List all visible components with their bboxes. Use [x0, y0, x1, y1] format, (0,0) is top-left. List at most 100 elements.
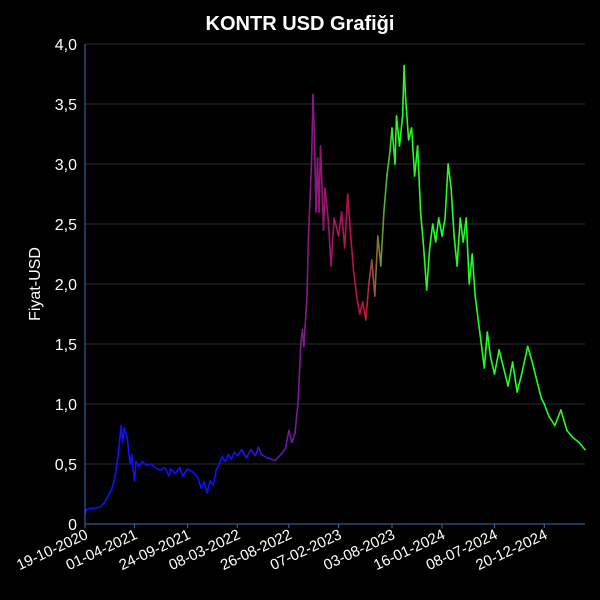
price-line-segment — [349, 235, 355, 273]
price-line-segment — [358, 301, 364, 315]
price-line-segment — [303, 295, 308, 348]
price-line-segment — [93, 506, 101, 510]
price-line-segment — [306, 235, 310, 297]
price-line-segment — [135, 460, 140, 468]
price-line-segment — [103, 493, 110, 504]
price-line-segment — [386, 151, 391, 177]
y-axis-ticks: 0 0,5 1,0 1,5 2,0 2,5 3,0 3,5 4,0 — [55, 37, 77, 534]
y-tick-label: 1,5 — [55, 337, 77, 354]
price-line-segment — [516, 373, 523, 393]
price-line-segment — [141, 460, 148, 467]
price-line-segment — [428, 223, 434, 249]
price-line-segment — [159, 466, 166, 471]
price-line-segment — [404, 97, 410, 141]
price-line-segment — [181, 467, 189, 477]
price-line-segment — [150, 463, 157, 469]
price-line-segment — [324, 187, 329, 219]
y-tick-label: 0,5 — [55, 457, 77, 474]
price-line-segment — [330, 217, 335, 267]
price-line-segment — [236, 448, 243, 457]
price-line-segment — [298, 343, 302, 375]
price-line-segment — [437, 217, 443, 237]
price-line-segment — [355, 295, 361, 315]
price-line-segment — [431, 223, 437, 243]
price-line-segment — [138, 460, 143, 468]
price-line-segment — [352, 271, 358, 297]
price-line-segment — [493, 349, 500, 375]
chart-title: KONTR USD Grafiği — [206, 13, 395, 35]
price-line-segment — [486, 331, 492, 357]
price-line-segment — [502, 367, 509, 387]
price-line-segment — [483, 331, 489, 369]
price-line-segment — [447, 163, 452, 189]
price-line-segment — [531, 361, 538, 381]
price-line-segment — [257, 446, 263, 456]
price-line-segment — [511, 361, 518, 393]
price-line-segment — [434, 217, 440, 243]
price-line-segment — [117, 439, 121, 456]
x-axis-ticks: 19-10-202001-04-202124-09-202108-03-2022… — [14, 524, 550, 574]
price-line-segment — [192, 471, 199, 480]
price-line-segment — [174, 466, 181, 475]
price-line-segment — [99, 501, 106, 509]
price-line-segment — [459, 217, 465, 243]
price-line-segment — [327, 217, 332, 267]
price-line-segment — [337, 211, 343, 237]
price-line-segment — [111, 475, 116, 489]
price-line-segment — [322, 187, 326, 231]
price-line-segment — [288, 429, 293, 444]
price-line-segment — [566, 429, 574, 439]
price-line-segment — [333, 217, 340, 237]
price-line-segment — [274, 453, 282, 462]
y-tick-label: 2,5 — [55, 217, 77, 234]
price-line-segment — [121, 427, 125, 444]
price-line-segment — [526, 345, 534, 363]
price-line-segment — [471, 253, 477, 297]
price-line-segment — [319, 145, 325, 231]
price-line-segment — [133, 460, 137, 482]
price-line-segment — [245, 448, 252, 459]
price-line-segment — [410, 127, 416, 177]
price-line-segment — [398, 115, 404, 147]
price-line-segment — [553, 409, 562, 427]
price-line-segment — [560, 409, 568, 432]
price-line-segment — [453, 235, 458, 267]
price-line-segment — [572, 436, 580, 444]
price-line-segment — [343, 193, 349, 249]
price-line-segment — [547, 415, 556, 427]
price-line-segment — [395, 115, 401, 147]
price-line-segment — [168, 467, 172, 477]
price-line-segment — [422, 247, 428, 291]
price-line-segment — [230, 451, 236, 461]
price-line-segment — [108, 487, 113, 495]
price-line-segment — [416, 145, 422, 213]
price-line-segment — [169, 467, 176, 475]
price-line-segment — [543, 403, 550, 417]
price-line-segment — [477, 319, 483, 345]
y-tick-label: 2,0 — [55, 277, 77, 294]
price-line-segment — [403, 64, 407, 99]
price-line-segment — [178, 466, 184, 477]
y-axis-label: Fiyat-USD — [27, 247, 44, 321]
price-line-segment — [465, 217, 471, 285]
price-line-segment — [130, 453, 136, 482]
y-tick-label: 4,0 — [55, 37, 77, 54]
price-line-segment — [498, 349, 505, 369]
price-line-segment — [340, 211, 346, 249]
price-line-segment — [346, 193, 352, 237]
price-line-segment — [254, 446, 260, 457]
y-tick-label: 3,5 — [55, 97, 77, 114]
y-tick-label: 1,0 — [55, 397, 77, 414]
price-line-segment — [520, 345, 529, 375]
price-line-segment — [126, 436, 130, 453]
price-line-segment — [379, 211, 385, 267]
price-line-segment — [312, 93, 316, 141]
grid — [85, 43, 585, 465]
price-line-segment — [425, 247, 431, 291]
y-tick-label: 0 — [68, 517, 77, 534]
price-line-segment — [535, 379, 543, 399]
price-line-segment — [294, 403, 299, 435]
price-line-segment — [280, 447, 287, 456]
price-line-segment — [260, 453, 269, 459]
